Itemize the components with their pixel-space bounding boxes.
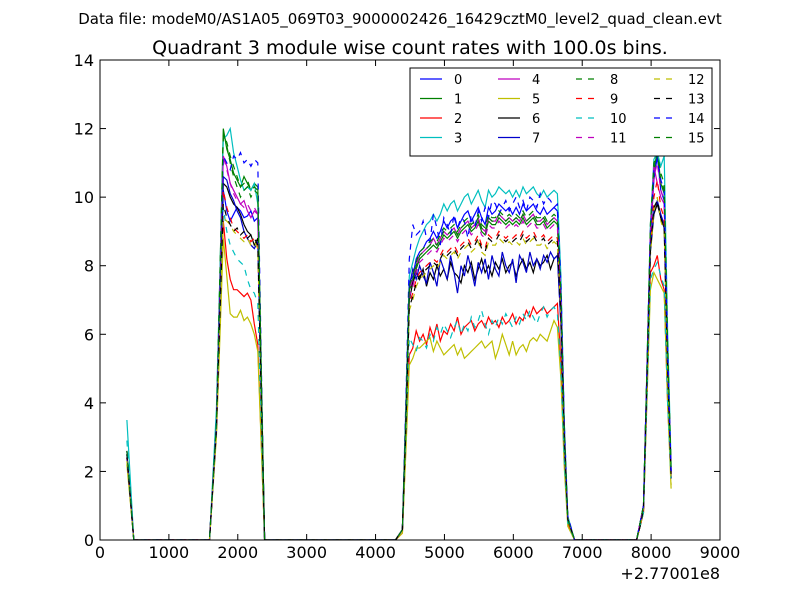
series-line-12 xyxy=(126,196,672,540)
x-tick-label: 6000 xyxy=(493,543,534,562)
x-tick-label: 7000 xyxy=(562,543,603,562)
legend-label-0: 0 xyxy=(454,73,462,88)
axis-ticks: 0 1000 2000 3000 4000 5000 6000 7000 8000 9000 0 2 4… xyxy=(74,51,741,562)
legend-label-3: 3 xyxy=(454,132,462,147)
legend-label-12: 12 xyxy=(688,73,705,88)
legend-label-11: 11 xyxy=(610,132,627,147)
legend-label-2: 2 xyxy=(454,112,462,127)
y-tick-label: 10 xyxy=(74,188,94,207)
x-tick-label: 9000 xyxy=(700,543,741,562)
x-tick-label: 5000 xyxy=(424,543,465,562)
series-line-14 xyxy=(126,151,672,540)
series-line-8 xyxy=(126,131,672,540)
y-tick-label: 14 xyxy=(74,51,94,70)
legend-label-1: 1 xyxy=(454,93,462,108)
series-line-5 xyxy=(126,238,672,540)
x-axis-offset-label: +2.77001e8 xyxy=(620,564,720,583)
x-tick-label: 8000 xyxy=(631,543,672,562)
x-tick-label: 1000 xyxy=(149,543,190,562)
series-layer xyxy=(126,126,672,540)
series-line-11 xyxy=(126,155,672,540)
y-tick-label: 6 xyxy=(84,325,94,344)
plot-frame xyxy=(99,59,721,541)
series-line-9 xyxy=(126,179,672,540)
series-line-6 xyxy=(126,181,672,540)
legend-label-14: 14 xyxy=(688,112,705,127)
x-tick-label: 3000 xyxy=(286,543,327,562)
legend-label-9: 9 xyxy=(610,93,618,108)
y-tick-label: 0 xyxy=(84,531,94,550)
legend-label-15: 15 xyxy=(688,132,705,147)
y-tick-label: 2 xyxy=(84,462,94,481)
chart-supertitle: Data file: modeM0/AS1A05_069T03_90000024… xyxy=(78,10,722,29)
legend-label-5: 5 xyxy=(532,93,540,108)
y-tick-label: 8 xyxy=(84,257,94,276)
series-line-10 xyxy=(126,207,672,540)
series-line-15 xyxy=(126,135,672,540)
legend-label-10: 10 xyxy=(610,112,627,127)
legend-label-4: 4 xyxy=(532,73,540,88)
series-line-0 xyxy=(126,155,672,540)
legend-label-13: 13 xyxy=(688,93,705,108)
series-line-4 xyxy=(126,155,672,540)
series-line-13 xyxy=(126,198,672,540)
y-tick-label: 12 xyxy=(74,120,94,139)
legend-label-6: 6 xyxy=(532,112,540,127)
legend-box xyxy=(409,67,713,157)
series-line-2 xyxy=(126,221,672,540)
legend-label-7: 7 xyxy=(532,132,540,147)
legend-label-8: 8 xyxy=(610,73,618,88)
x-tick-label: 0 xyxy=(95,543,105,562)
x-tick-label: 4000 xyxy=(355,543,396,562)
series-line-1 xyxy=(126,128,672,540)
chart-title: Quadrant 3 module wise count rates with … xyxy=(152,37,668,59)
y-tick-label: 4 xyxy=(84,394,94,413)
series-line-7 xyxy=(126,175,672,540)
x-tick-label: 2000 xyxy=(217,543,258,562)
series-line-3 xyxy=(126,126,672,540)
